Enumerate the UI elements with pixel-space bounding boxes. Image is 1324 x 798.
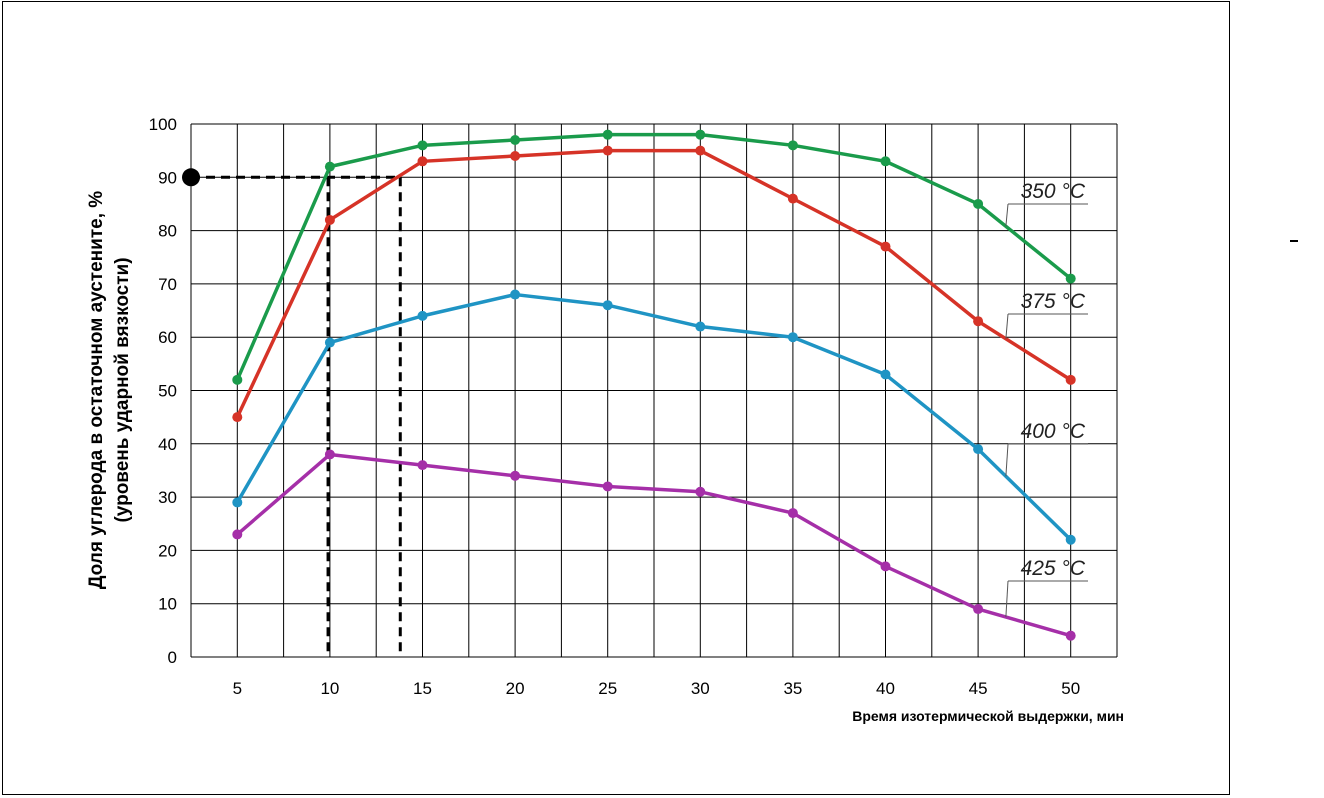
series-point (510, 150, 521, 161)
series-point (510, 470, 521, 481)
series-point (510, 134, 521, 145)
y-tick-label: 0 (168, 648, 177, 667)
series-point (232, 374, 243, 385)
series-label-2: 400 °C (1021, 420, 1086, 443)
series-point (602, 481, 613, 492)
marker-point-90 (182, 168, 200, 187)
series-label-leader (1005, 580, 1009, 618)
series-point (973, 316, 984, 327)
y-tick-label: 80 (158, 222, 177, 241)
series-point (695, 321, 706, 332)
stray-dash-mark (1290, 240, 1298, 242)
series-point (417, 310, 428, 321)
series-point (602, 300, 613, 311)
x-tick-label: 35 (783, 679, 802, 698)
x-tick-labels: 5 10 15 20 25 30 35 40 45 50 (233, 679, 1081, 698)
series-label-3: 425 °C (1021, 557, 1086, 580)
series-line-1 (235, 148, 1072, 418)
y-tick-label: 60 (158, 328, 177, 347)
series-point (880, 369, 891, 380)
series-point (973, 198, 984, 209)
x-tick-label: 10 (320, 679, 339, 698)
series-point (232, 529, 243, 540)
y-tick-label: 20 (158, 541, 177, 560)
series-point (695, 145, 706, 156)
series-label-leader (1005, 313, 1009, 339)
y-tick-label: 30 (158, 488, 177, 507)
y-tick-label: 70 (158, 275, 177, 294)
series-point (787, 332, 798, 343)
dashed-guide-lines (182, 168, 402, 657)
x-tick-label: 40 (876, 679, 895, 698)
y-tick-label: 100 (149, 115, 177, 134)
series-point (602, 145, 613, 156)
x-axis-label: Время изотермической выдержки, мин (852, 708, 1124, 724)
y-tick-label: 90 (158, 168, 177, 187)
series-point (1065, 534, 1076, 545)
series-point (880, 561, 891, 572)
y-tick-label: 10 (158, 595, 177, 614)
y-tick-label: 40 (158, 435, 177, 454)
series-point (695, 129, 706, 140)
series-point (1065, 630, 1076, 641)
data-series (232, 129, 1076, 641)
y-axis-label-line1: Доля углерода в остаточном аустените, % (86, 191, 107, 589)
series-point (787, 508, 798, 519)
series-point (324, 214, 335, 225)
series-labels: 350 °C 375 °C 400 °C 425 °C (1005, 180, 1088, 618)
series-point (417, 140, 428, 151)
series-point (232, 497, 243, 508)
x-tick-label: 5 (233, 679, 242, 698)
series-point (787, 140, 798, 151)
x-tick-label: 50 (1061, 679, 1080, 698)
series-point (324, 337, 335, 348)
series-point (1065, 374, 1076, 385)
series-label-leader (1005, 443, 1009, 477)
series-point (232, 412, 243, 423)
y-tick-label: 50 (158, 382, 177, 401)
series-point (973, 604, 984, 615)
x-tick-label: 25 (598, 679, 617, 698)
series-point (324, 449, 335, 460)
series-point (324, 161, 335, 172)
x-tick-label: 30 (691, 679, 710, 698)
series-point (602, 129, 613, 140)
y-axis-label-line2: (уровень ударной вязкости) (112, 257, 133, 522)
series-point (787, 193, 798, 204)
x-tick-label: 20 (506, 679, 525, 698)
series-line-3 (236, 452, 1072, 638)
x-tick-label: 45 (969, 679, 988, 698)
series-label-1: 375 °C (1021, 290, 1086, 313)
series-point (880, 156, 891, 167)
series-point (417, 460, 428, 471)
series-point (1065, 273, 1076, 284)
series-label-leader (1005, 203, 1009, 227)
y-tick-labels: 0 10 20 30 40 50 60 70 80 90 100 (149, 115, 177, 667)
series-point (695, 486, 706, 497)
figure-frame (2, 1, 1230, 795)
series-line-2 (235, 292, 1072, 541)
series-point (973, 444, 984, 455)
series-point (510, 289, 521, 300)
x-tick-label: 15 (413, 679, 432, 698)
grid-lines (190, 123, 1118, 658)
series-line-0 (235, 132, 1072, 381)
series-point (417, 156, 428, 167)
series-label-0: 350 °C (1021, 180, 1086, 203)
series-point (880, 241, 891, 252)
